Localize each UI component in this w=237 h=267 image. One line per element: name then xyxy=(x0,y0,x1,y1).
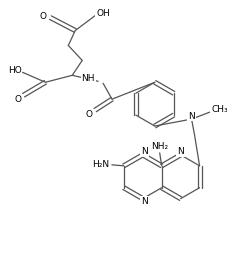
Text: O: O xyxy=(14,95,21,104)
Text: NH₂: NH₂ xyxy=(151,142,168,151)
Text: NH: NH xyxy=(82,74,95,83)
Text: OH: OH xyxy=(96,9,110,18)
Text: O: O xyxy=(86,109,93,119)
Text: N: N xyxy=(141,197,148,206)
Text: HO: HO xyxy=(8,66,22,75)
Text: N: N xyxy=(141,147,148,156)
Text: N: N xyxy=(188,112,195,121)
Text: N: N xyxy=(177,147,184,156)
Text: CH₃: CH₃ xyxy=(211,105,228,114)
Text: O: O xyxy=(40,12,47,21)
Text: H₂N: H₂N xyxy=(92,160,109,169)
